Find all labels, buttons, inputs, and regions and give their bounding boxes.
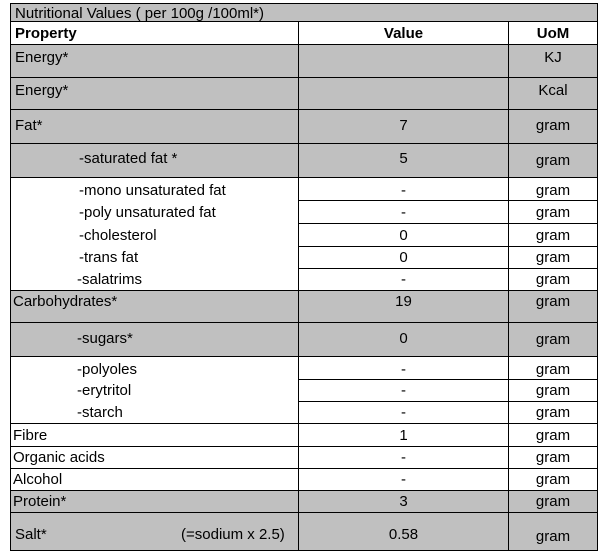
row-uom: gram (535, 449, 571, 466)
table-row: Energy* KJ (10, 45, 598, 78)
header-uom: UoM (536, 25, 570, 42)
row-property: Fat* (15, 117, 43, 134)
row-uom: gram (535, 427, 571, 444)
row-property: -cholesterol (79, 227, 157, 244)
row-value: 0 (399, 330, 408, 347)
table-row: -polyoles - gram (10, 357, 598, 380)
row-uom: gram (535, 293, 571, 310)
table-title: Nutritional Values ( per 100g /100ml*) (10, 3, 598, 22)
header-value: Value (383, 25, 424, 42)
row-property: Alcohol (13, 471, 63, 488)
row-value: 3 (399, 493, 408, 510)
row-value: - (401, 271, 406, 288)
table-row: Salt* (=sodium x 2.5) 0.58 gram (10, 513, 598, 551)
row-value: 0 (399, 249, 408, 266)
table-row: -sugars* 0 gram (10, 323, 598, 357)
row-uom: gram (535, 331, 571, 348)
row-property: -erytritol (77, 382, 132, 399)
row-property: -salatrims (77, 271, 143, 288)
row-property: Carbohydrates* (13, 293, 118, 310)
row-value: - (401, 449, 406, 466)
table-row: -trans fat 0 gram (10, 247, 598, 269)
table-row: Fibre 1 gram (10, 424, 598, 447)
row-value: - (401, 382, 406, 399)
row-uom: gram (535, 382, 571, 399)
table-row: Carbohydrates* 19 gram (10, 291, 598, 323)
row-property: -sugars* (77, 330, 133, 347)
table-row: -mono unsaturated fat - gram (10, 178, 598, 201)
row-uom: gram (535, 528, 571, 545)
row-uom: gram (535, 361, 571, 378)
row-uom: gram (535, 182, 571, 199)
row-uom: gram (535, 471, 571, 488)
table-row: Alcohol - gram (10, 469, 598, 491)
row-property: Salt* (15, 526, 47, 543)
table-row: -poly unsaturated fat - gram (10, 201, 598, 224)
row-value: - (401, 471, 406, 488)
row-property: -starch (77, 404, 123, 421)
table-row: -saturated fat * 5 gram (10, 144, 598, 178)
row-property: -polyoles (77, 361, 138, 378)
header-property: Property (15, 25, 77, 42)
row-uom: gram (535, 493, 571, 510)
row-value: 1 (399, 427, 408, 444)
row-value: 0 (399, 227, 408, 244)
row-property: Energy* (15, 49, 69, 66)
header-row: Property Value UoM (10, 22, 598, 45)
row-uom: gram (535, 227, 571, 244)
row-value: - (401, 361, 406, 378)
row-uom: gram (535, 152, 571, 169)
row-value: 7 (399, 117, 408, 134)
row-uom: gram (535, 204, 571, 221)
table-row: Energy* Kcal (10, 78, 598, 110)
row-property: Energy* (15, 82, 69, 99)
row-property: -poly unsaturated fat (79, 204, 216, 221)
row-uom: KJ (544, 49, 562, 66)
table-row: Protein* 3 gram (10, 491, 598, 513)
row-property: -saturated fat * (79, 150, 178, 167)
row-value: - (401, 404, 406, 421)
row-property: -trans fat (79, 249, 139, 266)
row-uom: gram (535, 271, 571, 288)
row-property: Fibre (13, 427, 48, 444)
row-uom: gram (535, 249, 571, 266)
row-value: 0.58 (388, 526, 419, 543)
row-property: Organic acids (13, 449, 105, 466)
table-row: -erytritol - gram (10, 380, 598, 402)
row-value: - (401, 182, 406, 199)
row-property: Protein* (13, 493, 67, 510)
row-uom: Kcal (538, 82, 568, 99)
table-row: Organic acids - gram (10, 447, 598, 469)
table-row: -starch - gram (10, 402, 598, 424)
table-row: -salatrims - gram (10, 269, 598, 291)
row-value: - (401, 204, 406, 221)
row-property: -mono unsaturated fat (79, 182, 226, 199)
row-note: (=sodium x 2.5) (181, 526, 285, 543)
table-row: -cholesterol 0 gram (10, 224, 598, 247)
row-uom: gram (535, 117, 571, 134)
table-row: Fat* 7 gram (10, 110, 598, 144)
row-uom: gram (535, 404, 571, 421)
row-value: 19 (395, 293, 412, 310)
row-value: 5 (399, 150, 408, 167)
